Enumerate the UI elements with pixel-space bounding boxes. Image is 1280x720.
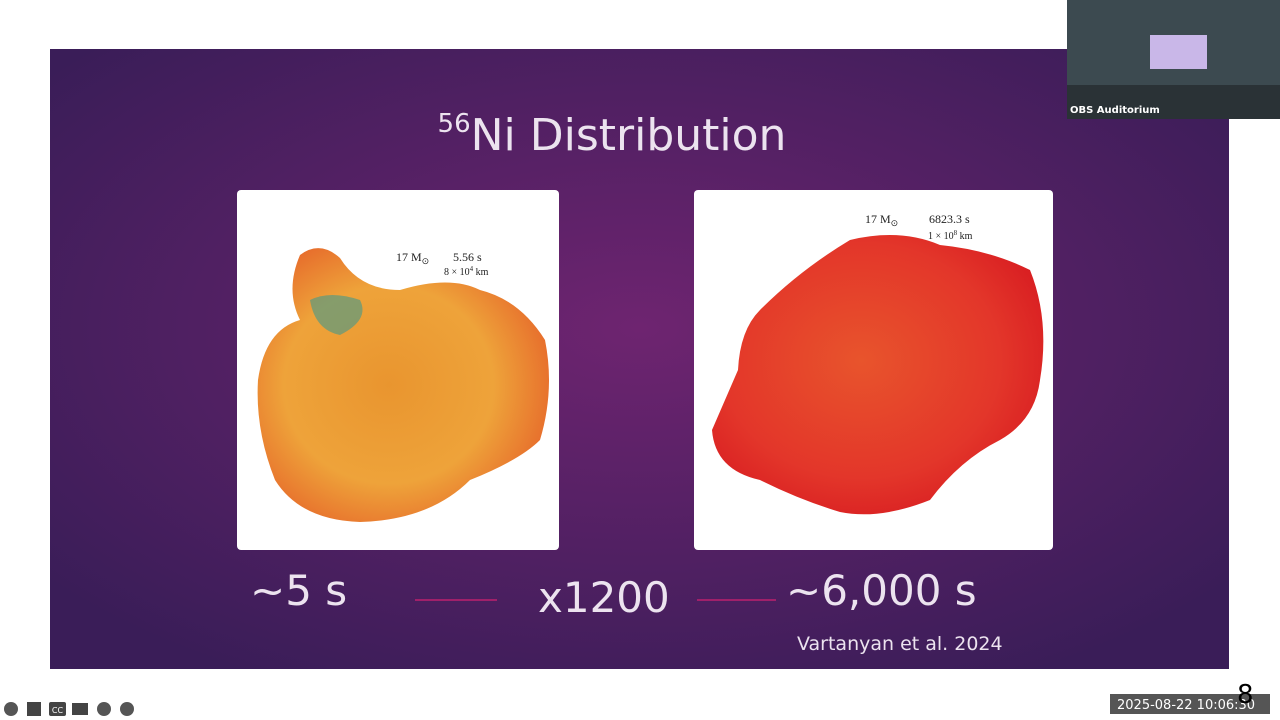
more-button[interactable] — [97, 702, 111, 716]
timestamp-box — [1110, 694, 1270, 714]
right-mass: 17 M⊙ — [865, 212, 898, 228]
webcam-label: OBS Auditorium — [1070, 105, 1160, 116]
citation: Vartanyan et al. 2024 — [797, 633, 1003, 655]
pen-button[interactable] — [27, 702, 41, 716]
slide-title: 56Ni Distribution — [438, 109, 787, 161]
left-mass: 17 M⊙ — [396, 250, 429, 266]
right-scale: 1 × 108 km — [928, 229, 973, 242]
timestamp: 2025-08-22 10:06:30 — [1117, 698, 1255, 713]
camera-button[interactable] — [72, 703, 88, 715]
webcam-screen — [1150, 35, 1207, 69]
right-time: 6823.3 s — [929, 212, 970, 226]
left-label: ~5 s — [250, 566, 347, 615]
webcam-floor — [1067, 85, 1280, 119]
captions-button[interactable] — [49, 702, 66, 716]
left-scale: 8 × 104 km — [444, 265, 489, 278]
middle-label: x1200 — [538, 573, 670, 622]
right-label: ~6,000 s — [786, 566, 977, 615]
toolbar: CC — [4, 702, 134, 716]
blob-detail — [310, 295, 363, 335]
page-number: 8 — [1237, 680, 1254, 710]
back-button[interactable] — [4, 702, 18, 716]
nickel-blob — [712, 235, 1044, 515]
forward-button[interactable] — [120, 702, 134, 716]
left-time: 5.56 s — [453, 250, 482, 264]
captions-label: CC — [52, 706, 64, 715]
